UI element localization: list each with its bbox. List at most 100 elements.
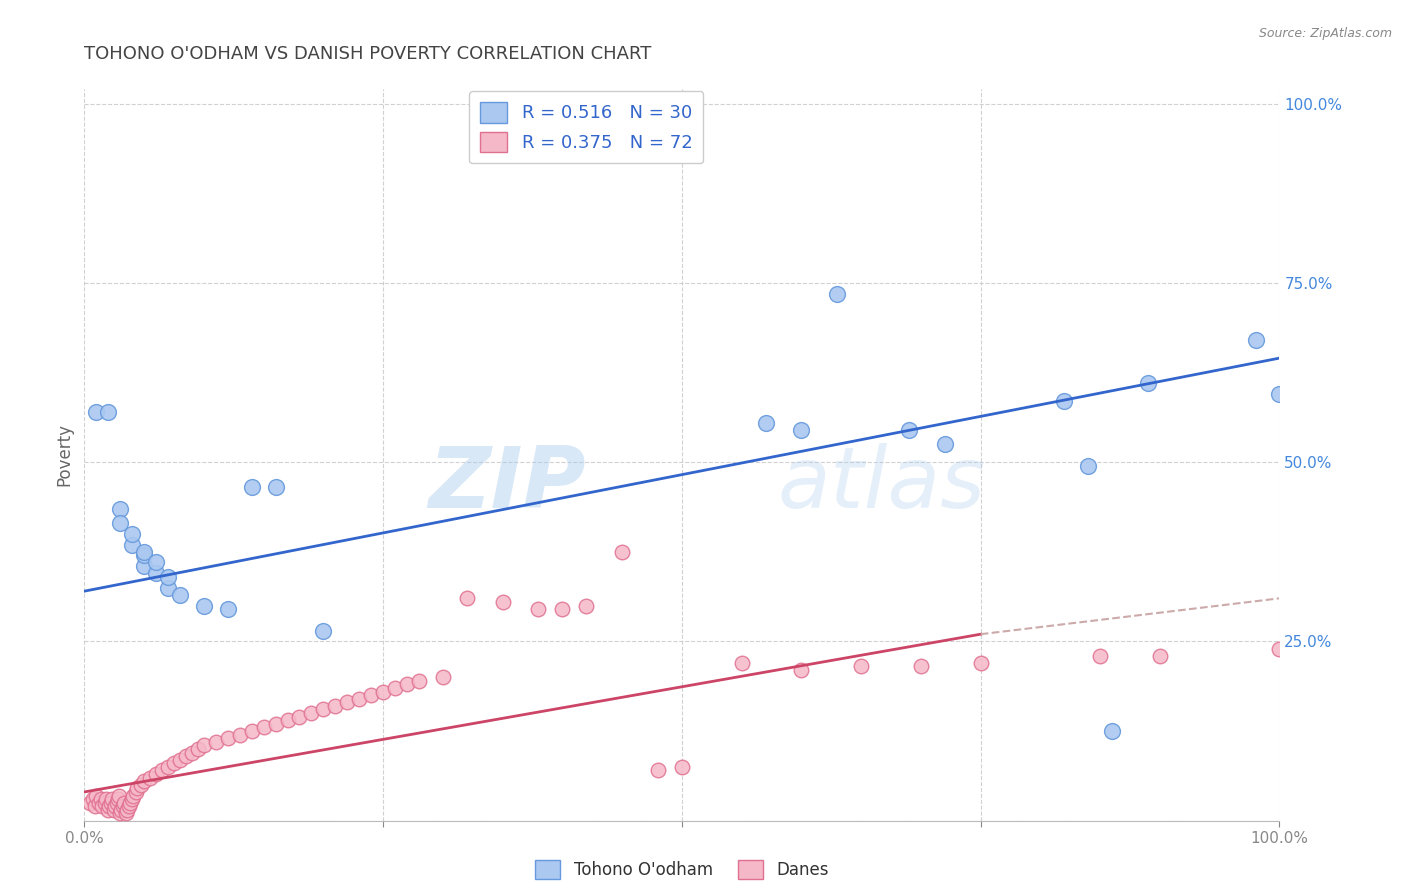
Point xyxy=(169,588,191,602)
Point xyxy=(90,792,112,806)
Point xyxy=(82,792,104,806)
Point xyxy=(610,545,633,559)
Point xyxy=(91,799,114,814)
Point xyxy=(132,559,156,574)
Point xyxy=(349,691,371,706)
Point xyxy=(84,405,107,419)
Point xyxy=(97,405,120,419)
Point xyxy=(970,656,993,670)
Y-axis label: Poverty: Poverty xyxy=(55,424,73,486)
Text: TOHONO O'ODHAM VS DANISH POVERTY CORRELATION CHART: TOHONO O'ODHAM VS DANISH POVERTY CORRELA… xyxy=(84,45,652,62)
Point xyxy=(115,806,138,821)
Point xyxy=(132,545,156,559)
Point xyxy=(110,501,132,516)
Point xyxy=(551,602,574,616)
Point xyxy=(94,792,117,806)
Point xyxy=(492,595,515,609)
Point xyxy=(101,792,124,806)
Point xyxy=(790,663,813,677)
Point xyxy=(323,698,346,713)
Point xyxy=(456,591,478,606)
Point xyxy=(217,731,239,746)
Point xyxy=(790,423,813,437)
Point xyxy=(205,735,228,749)
Point xyxy=(132,774,156,789)
Point xyxy=(87,796,110,810)
Point xyxy=(825,286,848,301)
Point xyxy=(132,549,156,563)
Point xyxy=(228,728,252,742)
Point xyxy=(107,792,129,806)
Point xyxy=(145,566,167,581)
Point xyxy=(117,799,139,814)
Point xyxy=(97,803,120,817)
Point xyxy=(575,599,598,613)
Point xyxy=(1268,641,1291,656)
Point xyxy=(112,796,135,810)
Point xyxy=(93,796,115,810)
Point xyxy=(98,799,121,814)
Point xyxy=(1149,648,1171,663)
Point xyxy=(121,526,143,541)
Point xyxy=(240,480,263,494)
Point xyxy=(129,778,152,792)
Point xyxy=(264,480,287,494)
Point xyxy=(217,602,239,616)
Point xyxy=(110,803,132,817)
Point xyxy=(408,673,430,688)
Point xyxy=(118,796,141,810)
Text: ZIP: ZIP xyxy=(429,442,586,525)
Point xyxy=(396,677,419,691)
Point xyxy=(169,753,191,767)
Point xyxy=(527,602,550,616)
Point xyxy=(193,599,215,613)
Point xyxy=(105,796,128,810)
Point xyxy=(897,423,920,437)
Legend: Tohono O'odham, Danes: Tohono O'odham, Danes xyxy=(529,853,835,886)
Point xyxy=(157,570,180,584)
Point xyxy=(312,702,335,716)
Point xyxy=(84,799,107,814)
Point xyxy=(301,706,323,720)
Point xyxy=(934,437,956,451)
Point xyxy=(139,771,162,785)
Point xyxy=(145,556,167,570)
Point xyxy=(671,760,693,774)
Point xyxy=(110,516,132,530)
Point xyxy=(163,756,186,771)
Point xyxy=(108,789,131,803)
Point xyxy=(1088,648,1111,663)
Point xyxy=(79,796,101,810)
Point xyxy=(849,659,872,673)
Point xyxy=(1244,333,1267,347)
Point xyxy=(1053,394,1076,409)
Point xyxy=(264,716,287,731)
Point xyxy=(1077,458,1099,473)
Point xyxy=(240,724,263,739)
Point xyxy=(432,670,454,684)
Text: Source: ZipAtlas.com: Source: ZipAtlas.com xyxy=(1258,27,1392,40)
Point xyxy=(336,695,359,709)
Point xyxy=(121,537,143,551)
Point xyxy=(157,581,180,595)
Point xyxy=(276,713,298,727)
Point xyxy=(145,767,167,781)
Point xyxy=(125,781,148,796)
Point xyxy=(731,656,754,670)
Point xyxy=(174,749,197,764)
Point xyxy=(117,803,139,817)
Point xyxy=(1268,387,1291,401)
Point xyxy=(253,720,276,734)
Point xyxy=(84,789,107,803)
Point xyxy=(1136,376,1159,391)
Point xyxy=(180,746,202,760)
Point xyxy=(111,799,134,814)
Point xyxy=(121,792,143,806)
Point xyxy=(384,681,406,695)
Point xyxy=(100,796,122,810)
Point xyxy=(1101,724,1123,739)
Point xyxy=(104,799,127,814)
Point xyxy=(103,803,125,817)
Point xyxy=(150,764,173,778)
Point xyxy=(187,742,209,756)
